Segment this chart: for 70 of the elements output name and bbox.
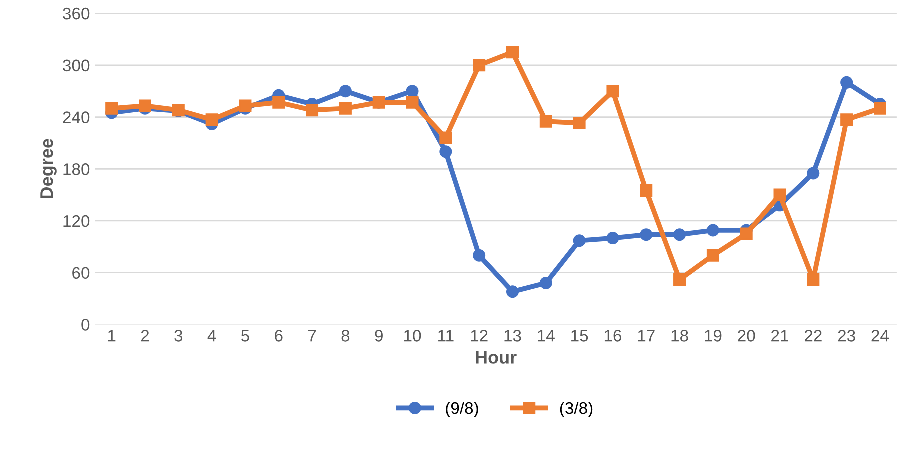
point [606, 232, 620, 245]
x-tick-label: 4 [208, 330, 216, 342]
point [740, 228, 753, 240]
point [106, 102, 118, 115]
x-tick-label: 7 [308, 330, 316, 342]
x-tick-label: 21 [772, 330, 788, 342]
y-tick-label: 300 [63, 60, 90, 72]
y-tick-label: 0 [82, 319, 90, 331]
point [440, 146, 452, 158]
point [473, 59, 486, 72]
point [406, 85, 419, 98]
x-tick-label: 20 [738, 330, 756, 342]
point [540, 276, 552, 290]
x-tick-label: 3 [174, 330, 183, 342]
x-tick-label: 8 [342, 330, 350, 342]
point [406, 96, 419, 109]
point [840, 76, 854, 89]
x-tick-label: 9 [375, 330, 383, 342]
point [674, 228, 686, 242]
point [706, 224, 720, 237]
point [606, 85, 620, 98]
legend-label: (9/8) [446, 402, 478, 418]
point [807, 274, 820, 286]
point [774, 188, 786, 202]
x-tick-label: 2 [141, 330, 150, 342]
x-tick-label: 18 [672, 330, 688, 342]
x-tick-label: 5 [242, 330, 250, 342]
x-tick-label: 16 [604, 330, 622, 342]
x-tick-label: 22 [804, 330, 822, 342]
point [640, 228, 653, 242]
x-tick-label: 6 [275, 330, 283, 342]
point [339, 85, 352, 98]
y-axis-title: Degree [40, 139, 57, 199]
point [138, 100, 152, 112]
point [573, 117, 586, 130]
point [840, 114, 854, 126]
x-tick-label: 24 [872, 330, 890, 342]
point [272, 96, 286, 109]
point [440, 132, 452, 144]
x-tick-label: 10 [404, 330, 422, 342]
point [239, 100, 252, 112]
y-tick-label: 240 [63, 112, 90, 124]
point [473, 249, 486, 262]
point [674, 274, 686, 286]
x-tick-label: 11 [438, 330, 454, 342]
y-tick-label: 180 [64, 164, 90, 176]
y-tick-label: 120 [64, 215, 90, 228]
x-tick-label: 14 [538, 330, 555, 342]
point [206, 114, 218, 126]
point [506, 46, 519, 59]
x-tick-label: 23 [838, 330, 856, 342]
point [807, 167, 820, 180]
point [573, 234, 586, 248]
x-tick-label: 13 [504, 330, 522, 342]
x-tick-label: 15 [572, 330, 588, 342]
point [640, 184, 653, 197]
y-tick-label: 60 [72, 267, 90, 280]
x-axis-title: Hour [476, 351, 517, 364]
point [706, 249, 720, 262]
point [339, 102, 352, 115]
x-tick-label: 12 [471, 330, 488, 342]
legend-label: (3/8) [560, 402, 593, 418]
x-tick-label: 1 [108, 330, 116, 342]
y-tick-label: 360 [63, 8, 90, 20]
x-tick-label: 19 [705, 330, 722, 342]
point [874, 102, 886, 115]
point [540, 115, 552, 128]
x-tick-label: 17 [638, 330, 655, 342]
point [306, 104, 319, 117]
point [506, 286, 519, 298]
